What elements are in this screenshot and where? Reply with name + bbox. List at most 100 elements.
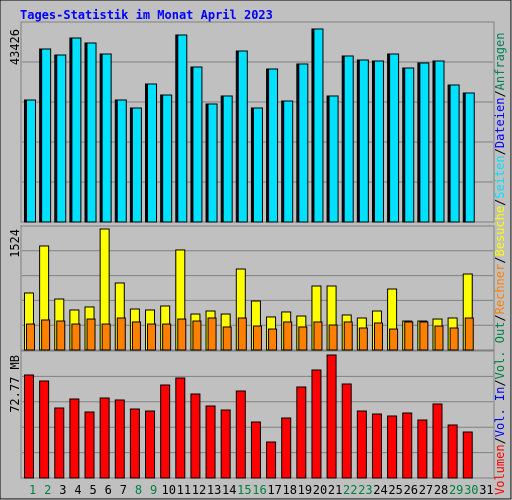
x-tick-label: 24 (373, 483, 387, 497)
x-tick-label: 6 (105, 483, 112, 497)
x-tick-label: 21 (328, 483, 342, 497)
bar (252, 107, 263, 223)
x-tick-label: 14 (222, 483, 236, 497)
bar (220, 409, 231, 479)
bar (326, 354, 337, 479)
bar (39, 380, 50, 479)
x-tick-label: 26 (404, 483, 418, 497)
x-tick-label: 13 (207, 483, 221, 497)
x-tick-label: 1 (29, 483, 36, 497)
bar (235, 390, 246, 479)
x-tick-label: 30 (464, 483, 478, 497)
bar (343, 321, 353, 351)
x-tick-label: 12 (192, 483, 206, 497)
bar (250, 421, 261, 479)
bar (192, 320, 202, 351)
bar (268, 328, 278, 351)
bar (222, 326, 232, 351)
bar (298, 326, 308, 351)
y-tick-label: 1524 (8, 229, 22, 258)
bar (237, 50, 248, 223)
legend-entry: Anfragen (493, 33, 507, 91)
x-tick-label: 11 (177, 483, 191, 497)
bar (69, 398, 80, 479)
bar (101, 323, 111, 351)
bar (328, 95, 339, 223)
bar (283, 321, 293, 351)
bar (160, 384, 171, 479)
bar (24, 374, 34, 479)
bar (116, 99, 127, 223)
bar (464, 317, 474, 351)
x-tick-label: 29 (449, 483, 463, 497)
bar (192, 66, 203, 223)
x-tick-label: 9 (150, 483, 157, 497)
legend-entry: Dateien (493, 98, 507, 149)
bar (432, 403, 443, 479)
bar (116, 317, 126, 351)
bar (343, 55, 354, 223)
bar (462, 431, 473, 479)
legend-entry: Volumen (493, 444, 507, 495)
bar (86, 42, 97, 223)
bar (41, 48, 52, 223)
bar (313, 28, 324, 223)
bar (99, 397, 110, 479)
legend-entry: Rechner (493, 264, 507, 315)
bar (190, 393, 201, 479)
x-tick-label: 31 (479, 483, 493, 497)
x-tick-label: 25 (388, 483, 402, 497)
bar (371, 413, 382, 479)
bar (358, 327, 368, 351)
bar (402, 412, 413, 479)
x-tick-label: 8 (135, 483, 142, 497)
bar (313, 321, 323, 351)
legend-separator: / (493, 437, 507, 444)
bar (175, 377, 186, 479)
x-tick-label: 23 (358, 483, 372, 497)
bar (266, 441, 277, 479)
legend-separator: / (493, 314, 507, 321)
bar (84, 411, 95, 479)
bar (147, 323, 157, 351)
x-tick-label: 16 (252, 483, 266, 497)
bar (434, 325, 444, 351)
bar (389, 53, 400, 223)
bar (147, 83, 158, 223)
bar (145, 410, 156, 479)
legend-separator: / (493, 199, 507, 206)
bar (464, 92, 475, 223)
x-tick-label: 19 (298, 483, 312, 497)
bar (207, 103, 218, 223)
bar (177, 318, 187, 351)
x-tick-label: 28 (434, 483, 448, 497)
bar (162, 94, 173, 223)
bar (268, 68, 279, 223)
bar (358, 59, 369, 223)
bar (356, 410, 367, 479)
bar (281, 417, 292, 479)
bar (434, 60, 445, 223)
bar (207, 317, 217, 351)
bar (56, 320, 66, 351)
bar (86, 318, 96, 351)
bar (387, 415, 398, 479)
bar (296, 386, 307, 479)
bar (417, 419, 428, 479)
bar (131, 107, 142, 223)
x-tick-label: 20 (313, 483, 327, 497)
x-tick-label: 3 (59, 483, 66, 497)
legend: Volumen/Vol. In/Vol. Out/Rechner/Besuche… (493, 33, 507, 495)
x-tick-label: 10 (161, 483, 175, 497)
legend-entry: Vol. Out (493, 322, 507, 380)
bar (404, 67, 415, 223)
bar (449, 327, 459, 351)
legend-separator: / (493, 379, 507, 386)
bar (101, 53, 112, 223)
bar (56, 54, 67, 223)
bar (298, 63, 309, 223)
bar (131, 321, 141, 351)
x-tick-label: 27 (419, 483, 433, 497)
x-tick-label: 15 (237, 483, 251, 497)
bar (373, 322, 383, 351)
